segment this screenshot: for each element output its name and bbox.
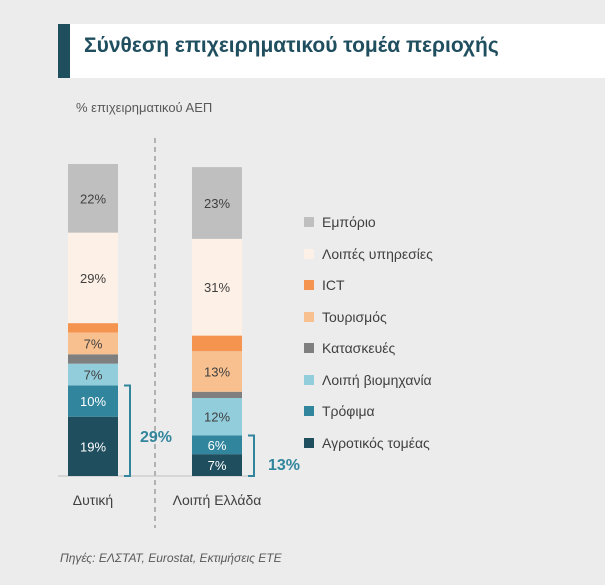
bar-segment-2-2 [192, 435, 242, 455]
legend-item: Αγροτικός τομέας [304, 433, 430, 453]
category-label-1: Δυτική [73, 492, 113, 508]
legend-item: ICT [304, 275, 345, 295]
data-label-1-3: 7% [84, 368, 103, 383]
bar-segment-2-1 [192, 454, 242, 476]
legend-item: Λοιπή βιομηχανία [304, 370, 432, 390]
data-label-1-2: 10% [80, 394, 106, 409]
bar-segment-1-6 [68, 323, 118, 333]
legend-swatch [304, 343, 314, 353]
bar-segment-2-8 [192, 167, 242, 239]
legend-swatch [304, 406, 314, 416]
legend-swatch [304, 374, 314, 385]
legend-item: Τρόφιμα [304, 401, 375, 421]
legend-item: Τουρισμός [304, 307, 387, 327]
title-bar [58, 24, 605, 78]
data-label-2-3: 12% [204, 410, 230, 425]
bar-segment-1-1 [68, 416, 118, 476]
data-label-2-7: 31% [204, 280, 230, 295]
bracket-1 [124, 384, 131, 477]
chart-subtitle: % επιχειρηματικού ΑΕΠ [76, 100, 213, 115]
data-label-2-2: 6% [208, 438, 227, 453]
legend-label: ICT [322, 277, 345, 293]
legend-swatch [304, 217, 314, 227]
bracket-total-label-2: 13% [268, 457, 300, 474]
legend-label: Τουρισμός [322, 308, 387, 325]
chart-title: Σύνθεση επιχειρηματικού τομέα περιοχής [84, 34, 499, 57]
title-accent-bar [58, 24, 70, 78]
bar-segment-1-7 [68, 232, 118, 324]
bar-segment-2-5 [192, 351, 242, 392]
data-label-1-5: 7% [84, 336, 103, 351]
category-label-2: Λοιπή Ελλάδα [173, 492, 262, 508]
legend-item: Λοιπές υπηρεσίες [304, 244, 433, 264]
bar-segment-1-2 [68, 385, 118, 417]
bar-segment-2-6 [192, 335, 242, 352]
data-label-1-8: 22% [80, 191, 106, 206]
data-label-2-1: 7% [208, 458, 227, 473]
legend-item: Κατασκευές [304, 338, 395, 358]
legend-label: Κατασκευές [322, 340, 396, 356]
legend-label: Τρόφιμα [322, 403, 375, 419]
legend-swatch [304, 280, 314, 290]
legend-item: Εμπόριο [304, 212, 376, 232]
bar-segment-2-7 [192, 238, 242, 336]
legend-swatch [304, 248, 314, 259]
bar-segment-2-4 [192, 391, 242, 398]
legend-label: Αγροτικός τομέας [322, 434, 430, 451]
bracket-2 [248, 434, 255, 477]
data-label-2-5: 13% [204, 364, 230, 379]
data-label-1-1: 19% [80, 439, 106, 454]
bar-segment-1-3 [68, 363, 118, 386]
bar-segment-2-3 [192, 398, 242, 436]
bracket-total-label-1: 29% [140, 429, 172, 446]
legend-label: Λοιπές υπηρεσίες [322, 245, 433, 262]
bar-segment-1-5 [68, 332, 118, 355]
legend-label: Εμπόριο [322, 214, 376, 230]
bar-segment-1-4 [68, 354, 118, 364]
data-label-1-7: 29% [80, 271, 106, 286]
source-note: Πηγές: ΕΛΣΤΑΤ, Eurostat, Εκτιμήσεις ΕΤΕ [60, 551, 282, 565]
data-label-2-8: 23% [204, 196, 230, 211]
legend-label: Λοιπή βιομηχανία [322, 371, 432, 388]
legend-swatch [304, 311, 314, 322]
legend-swatch [304, 437, 314, 448]
bar-segment-1-8 [68, 164, 118, 233]
